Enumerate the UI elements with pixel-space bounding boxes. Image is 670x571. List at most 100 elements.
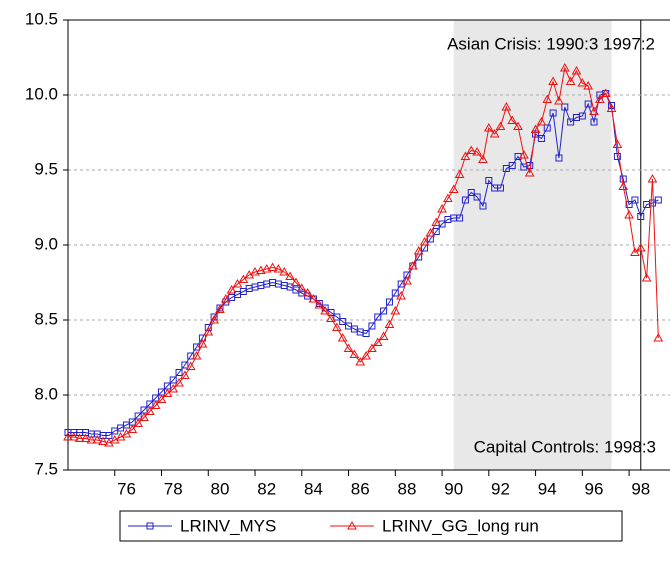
y-tick-label: 9.0 (34, 234, 58, 253)
marker (478, 154, 488, 163)
marker (220, 293, 231, 303)
marker (537, 135, 545, 142)
marker (291, 277, 301, 286)
marker (437, 203, 447, 213)
marker (543, 124, 551, 132)
marker (378, 331, 389, 340)
grid-layer: 7.5 8.0 8.5 9.0 9.5 10.0 10.5 76 78 80 82 84 86 88 90 9… (25, 9, 670, 498)
marker (577, 77, 588, 87)
marker (150, 400, 161, 409)
marker (431, 217, 442, 226)
marker (226, 284, 237, 294)
marker (256, 265, 266, 274)
marker (191, 350, 202, 360)
marker (215, 304, 225, 313)
marker (380, 307, 388, 315)
marker (355, 356, 366, 366)
marker (174, 377, 184, 387)
marker (320, 305, 331, 315)
x-tick-label: 90 (444, 479, 463, 498)
marker (448, 184, 459, 193)
x-tick-label: 86 (351, 479, 370, 498)
marker (63, 431, 73, 441)
marker (473, 193, 481, 201)
marker (432, 228, 440, 235)
marker (641, 272, 652, 282)
marker (146, 522, 154, 530)
marker (485, 177, 493, 184)
marker (508, 162, 516, 169)
marker (384, 319, 395, 328)
marker (583, 80, 594, 90)
marker (372, 337, 383, 346)
marker (261, 263, 272, 273)
marker (139, 412, 149, 421)
marker (590, 118, 598, 126)
x-tick-label: 92 (491, 479, 510, 498)
marker (250, 266, 260, 276)
marker (635, 242, 646, 252)
marker (181, 361, 189, 369)
marker (524, 167, 535, 177)
marker (98, 436, 108, 445)
marker (443, 193, 453, 202)
x-tick-label: 94 (538, 479, 557, 498)
marker (127, 424, 138, 433)
marker (631, 196, 639, 204)
y-tick-label: 10.0 (25, 84, 58, 103)
marker (74, 433, 85, 442)
marker (483, 122, 494, 132)
marker (337, 332, 348, 342)
marker (302, 287, 313, 297)
marker (460, 151, 471, 160)
shade-layer (453, 20, 642, 470)
marker (204, 324, 212, 331)
marker (185, 361, 196, 370)
marker (530, 124, 541, 133)
y-tick-label: 8.0 (34, 384, 58, 403)
x-tick-label: 80 (211, 479, 230, 498)
marker (549, 109, 557, 117)
marker (238, 274, 249, 283)
marker (413, 245, 424, 255)
y-tick-label: 10.5 (25, 9, 58, 28)
marker (80, 433, 91, 442)
legend-label: LRINV_MYS (180, 516, 276, 535)
marker (391, 289, 399, 297)
marker (456, 214, 464, 222)
marker (613, 153, 621, 160)
legend: LRINV_MYS LRINV_GG_long run (128, 516, 539, 535)
marker (589, 106, 599, 115)
marker (361, 350, 371, 360)
marker (561, 103, 569, 111)
marker (333, 313, 341, 321)
marker (600, 88, 611, 97)
marker (168, 383, 179, 393)
line-layer (63, 62, 664, 447)
marker (542, 94, 553, 103)
marker (536, 116, 547, 126)
marker (653, 332, 664, 342)
marker (472, 146, 482, 156)
marker (343, 343, 354, 352)
annotation: Capital Controls: 1998:3 (474, 437, 656, 456)
marker (349, 349, 360, 358)
marker (584, 100, 592, 108)
marker (296, 283, 307, 292)
marker (513, 121, 523, 130)
marker (267, 262, 278, 271)
x-tick-label: 76 (117, 479, 136, 498)
x-tick-label: 88 (398, 479, 417, 498)
marker (461, 196, 469, 204)
marker (407, 260, 418, 270)
marker (595, 94, 605, 103)
marker (466, 145, 477, 154)
marker (385, 298, 393, 306)
marker (467, 189, 475, 196)
marker (121, 428, 132, 438)
marker (637, 213, 645, 220)
marker (92, 434, 103, 444)
x-tick-label: 96 (585, 479, 604, 498)
marker (396, 290, 407, 300)
